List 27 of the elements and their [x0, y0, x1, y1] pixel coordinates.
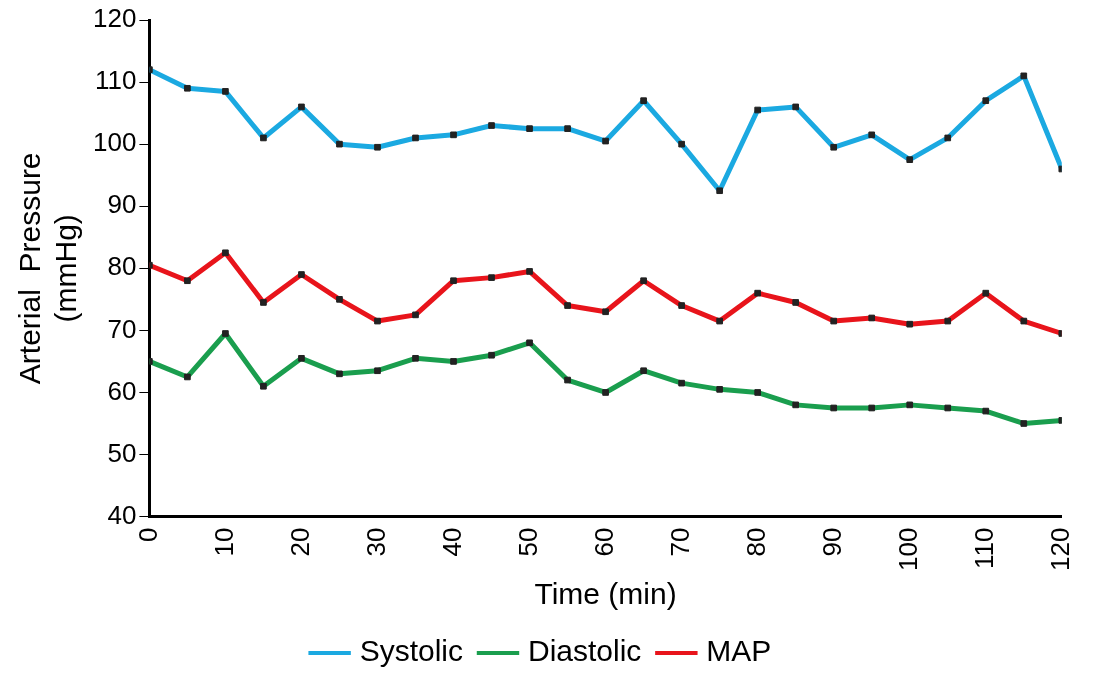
x-tick-label: 0 — [132, 527, 163, 543]
y-tick-label: 50 — [107, 437, 137, 468]
y-tick-label: 90 — [107, 189, 137, 220]
x-tick-label: 90 — [816, 527, 847, 557]
x-tick-label: 20 — [284, 527, 315, 557]
x-tick-label: 100 — [892, 527, 923, 572]
x-tick-label: 70 — [664, 527, 695, 557]
x-tick-label: 60 — [588, 527, 619, 557]
x-axis-title: Time (min) — [534, 577, 677, 611]
y-tick-label: 120 — [92, 3, 137, 34]
x-tick-label: 120 — [1044, 527, 1075, 572]
x-tick-label: 110 — [968, 527, 999, 570]
y-axis-title: Arterial Pressure (mmHg) — [13, 152, 83, 385]
y-tick-label: 110 — [94, 65, 137, 96]
legend-label: MAP — [706, 634, 772, 668]
y-tick-label: 80 — [107, 251, 137, 282]
y-tick-label: 70 — [107, 313, 137, 344]
legend-label: Systolic — [359, 634, 463, 668]
x-tick-label: 30 — [360, 527, 391, 557]
x-tick-label: 10 — [208, 527, 239, 557]
legend-label: Diastolic — [527, 634, 642, 668]
x-tick-label: 40 — [436, 527, 467, 557]
y-tick-label: 40 — [107, 499, 137, 530]
y-tick-label: 60 — [107, 375, 137, 406]
y-tick-label: 100 — [92, 127, 137, 158]
x-tick-label: 80 — [740, 527, 771, 557]
x-tick-label: 50 — [512, 527, 543, 557]
